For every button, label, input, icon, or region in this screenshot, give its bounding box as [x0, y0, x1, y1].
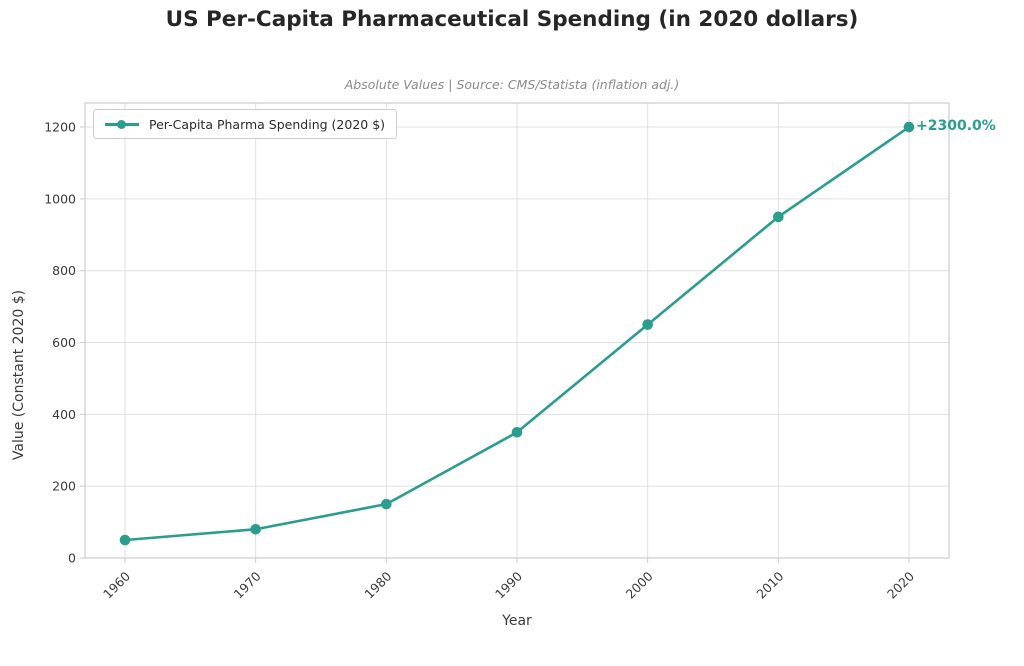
x-tick-label: 2010: [753, 568, 786, 601]
growth-annotation: +2300.0%: [916, 118, 996, 135]
x-tick-label: 2000: [623, 568, 656, 601]
y-tick-label: 1000: [44, 191, 76, 206]
series-layer: [119, 121, 915, 546]
x-tick-label: 2020: [884, 568, 917, 601]
x-tick-label: 1970: [231, 568, 264, 601]
data-point: [773, 211, 784, 223]
data-point: [511, 427, 523, 438]
x-tick-label: 1980: [361, 568, 394, 601]
grid-layer: [85, 103, 949, 559]
chart-title: US Per-Capita Pharmaceutical Spending (i…: [165, 7, 859, 32]
data-point: [250, 523, 261, 535]
y-tick-label: 400: [52, 407, 76, 422]
chart-legend: Per-Capita Pharma Spending (2020 $): [93, 109, 398, 139]
y-tick-label: 0: [68, 551, 76, 566]
data-point: [119, 534, 131, 546]
data-point: [381, 498, 392, 510]
x-tick-label: 1960: [100, 568, 133, 601]
data-point: [642, 319, 653, 330]
y-tick-label: 200: [52, 479, 76, 494]
x-tick-label: 1990: [492, 568, 525, 601]
y-tick-label: 1200: [44, 120, 76, 135]
y-tick-label: 800: [52, 263, 76, 278]
y-tick-label: 600: [52, 335, 76, 350]
y-axis-label: Value (Constant 2020 $): [11, 290, 27, 460]
chart-subtitle: Absolute Values | Source: CMS/Statista (…: [344, 77, 680, 92]
legend-line-marker-icon: [105, 118, 139, 130]
data-point: [903, 121, 915, 133]
legend-series-label: Per-Capita Pharma Spending (2020 $): [149, 116, 386, 132]
x-axis-label: Year: [501, 613, 532, 629]
axes-layer: 0 200 400 600 800 1000 1200 1960 1970 1980 1990 200…: [44, 102, 950, 602]
